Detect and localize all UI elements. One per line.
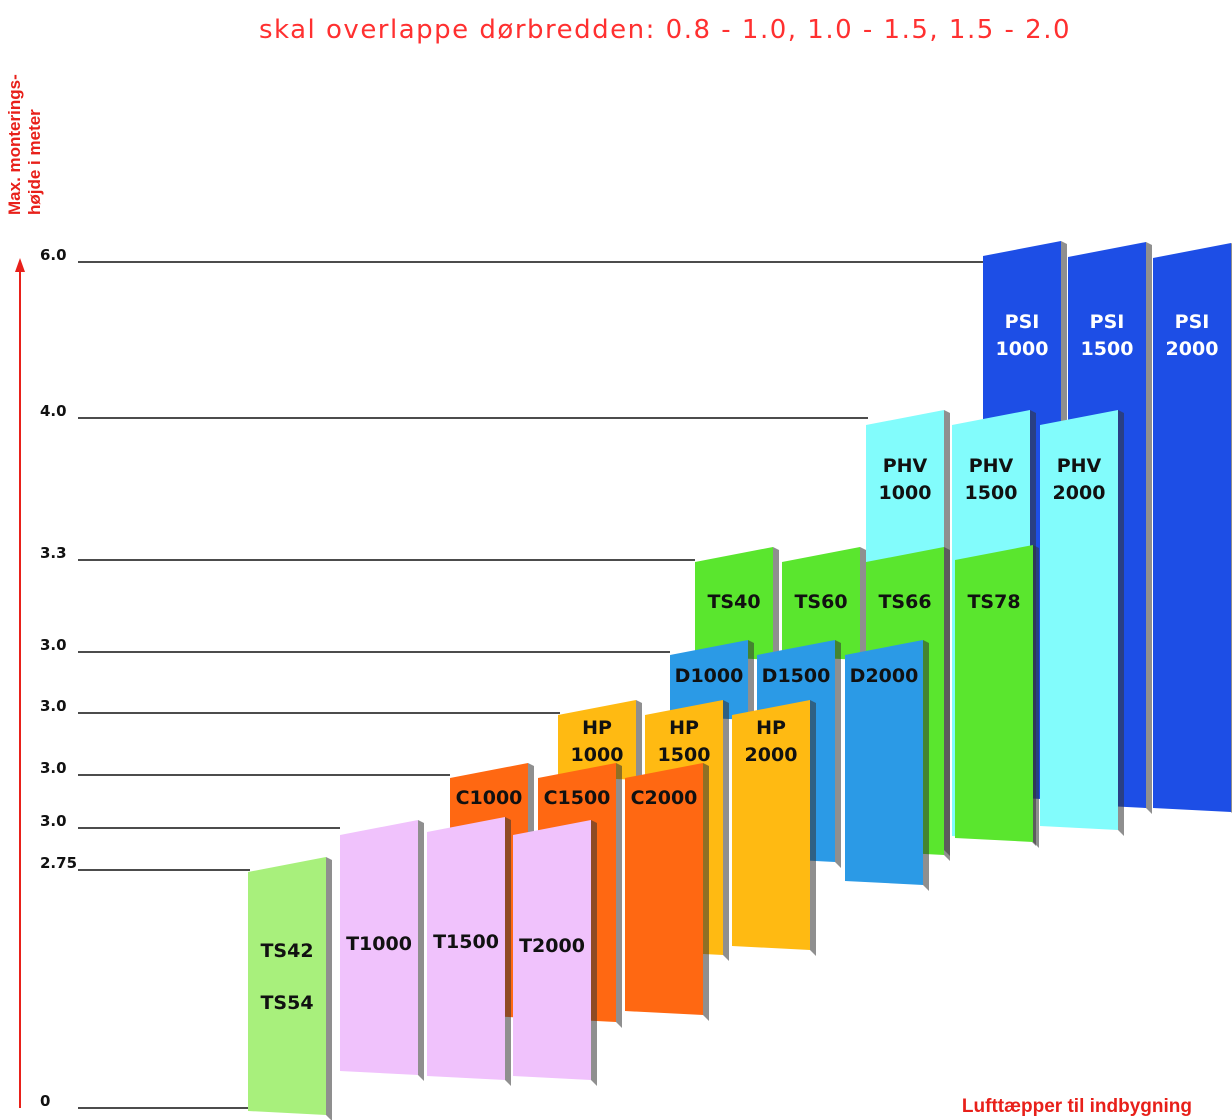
level-label: 6.0: [40, 246, 67, 264]
panel: [1153, 243, 1231, 812]
panel-shadow: [326, 857, 332, 1120]
panel-label: 1000: [879, 482, 932, 504]
panel-shadow: [1118, 410, 1124, 836]
panel-shadow: [944, 547, 950, 861]
level-label: 0: [40, 1092, 50, 1110]
panel-shadow: [1146, 242, 1152, 814]
panel-shadow: [810, 700, 816, 956]
level-label: 2.75: [40, 854, 77, 872]
panel-label: TS78: [967, 591, 1020, 613]
panel-label: D2000: [850, 665, 919, 687]
panel: [558, 700, 636, 780]
axis-arrow: [15, 258, 25, 272]
panel: [955, 545, 1033, 842]
panel-label: HP: [582, 717, 612, 739]
panel-label: PHV: [1057, 455, 1102, 477]
panel-label: PSI: [1090, 311, 1125, 333]
level-label: 3.3: [40, 544, 67, 562]
panel: [845, 640, 923, 885]
panel-shadow: [723, 700, 729, 961]
panel-shadow: [773, 547, 779, 666]
panel-label: T1000: [346, 933, 412, 955]
panel-shadow: [418, 820, 424, 1081]
panel-label: 2000: [745, 744, 798, 766]
panel-shadow: [505, 817, 511, 1086]
panel-shadow: [591, 820, 597, 1086]
panel-label: D1000: [675, 665, 744, 687]
panel-label: HP: [669, 717, 699, 739]
panel-shadow: [835, 640, 841, 868]
level-label: 3.0: [40, 759, 67, 777]
level-label: 3.0: [40, 812, 67, 830]
panel-label: 1000: [996, 338, 1049, 360]
panel: [782, 547, 860, 660]
panel-label: T1500: [433, 931, 499, 953]
panel: [732, 700, 810, 950]
panel-label: 1000: [571, 744, 624, 766]
footer: Lufttæpper til indbygning: [962, 1096, 1192, 1117]
panel: [248, 857, 326, 1115]
panel-label: 2000: [1166, 338, 1219, 360]
panel-label: TS40: [707, 591, 760, 613]
panel-label: 1500: [658, 744, 711, 766]
panel-label: C1500: [544, 787, 611, 809]
panel: [670, 640, 748, 720]
level-label: 3.0: [40, 636, 67, 654]
panel: [1040, 410, 1118, 830]
panel-label: C1000: [456, 787, 523, 809]
panel-label: 1500: [965, 482, 1018, 504]
panel-shadow: [616, 763, 622, 1028]
level-label: 4.0: [40, 402, 67, 420]
panel-label: TS60: [794, 591, 847, 613]
panel: [340, 820, 418, 1075]
panel-shadow: [1033, 545, 1039, 848]
panel: [427, 817, 505, 1080]
panel-label: PSI: [1175, 311, 1210, 333]
panel-shadow: [748, 640, 754, 726]
panel-label: PSI: [1005, 311, 1040, 333]
panel-label: PHV: [883, 455, 928, 477]
axis-label-line: højde i meter: [25, 109, 44, 215]
panel-label: 1500: [1081, 338, 1134, 360]
panel-label: 2000: [1053, 482, 1106, 504]
panel-label: C2000: [631, 787, 698, 809]
panel-label: TS66: [878, 591, 931, 613]
panel-label: D1500: [762, 665, 831, 687]
panel: [513, 820, 591, 1080]
panel-shadow: [636, 700, 642, 786]
subtitle: skal overlappe dørbredden: 0.8 - 1.0, 1.…: [259, 15, 1071, 45]
panel-shadow: [923, 640, 929, 891]
axis-label: Max. monterings- højde i meter: [5, 74, 44, 215]
level-label: 3.0: [40, 697, 67, 715]
axis-label-line: Max. monterings-: [5, 74, 24, 215]
panel-label: TS54: [260, 992, 313, 1014]
panel-shadow: [703, 763, 709, 1021]
panel-label: T2000: [519, 935, 585, 957]
panel-shadow: [860, 547, 866, 666]
panel-label: HP: [756, 717, 786, 739]
panel: [625, 763, 703, 1015]
panel: [695, 547, 773, 660]
panel-label: PHV: [969, 455, 1014, 477]
panel-label: TS42: [260, 940, 313, 962]
